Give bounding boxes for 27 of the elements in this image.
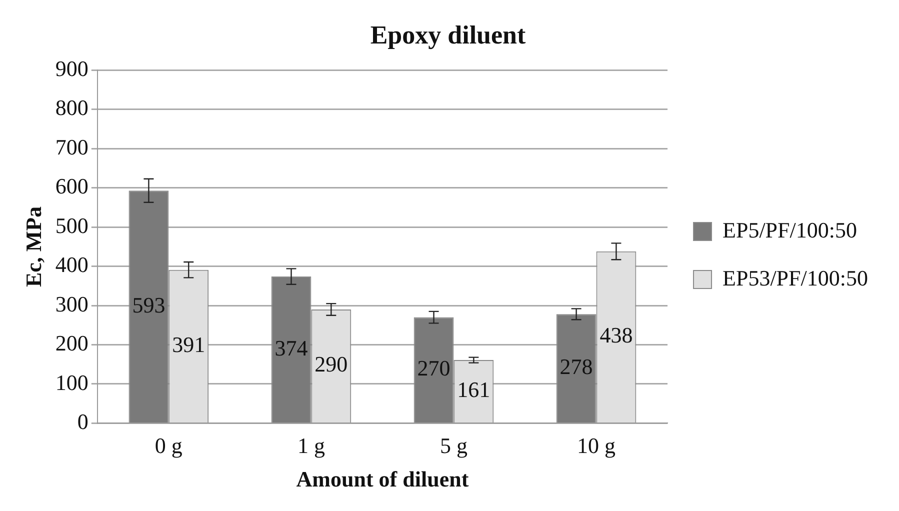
data-label: 290 [314, 352, 348, 377]
x-tick-label: 10 g [577, 433, 616, 458]
data-label: 161 [457, 377, 490, 402]
y-tick-label: 300 [55, 291, 88, 316]
y-tick-label: 600 [55, 174, 88, 199]
data-label: 391 [172, 332, 206, 357]
y-tick-label: 200 [55, 330, 88, 356]
data-label: 374 [274, 335, 308, 360]
x-tick-label: 1 g [297, 433, 325, 458]
x-tick-label: 5 g [440, 433, 468, 458]
x-axis-title: Amount of diluent [296, 466, 470, 492]
y-tick-label: 500 [55, 212, 88, 238]
y-tick-label: 900 [55, 56, 88, 81]
legend-label: EP5/PF/100:50 [722, 217, 858, 242]
legend-label: EP53/PF/100:50 [722, 265, 868, 290]
data-label: 438 [600, 322, 633, 348]
y-tick-label: 100 [55, 370, 88, 395]
chart-title: Epoxy diluent [370, 20, 526, 50]
y-tick-label: 400 [55, 252, 88, 278]
data-label: 278 [560, 354, 593, 380]
y-tick-label: 800 [55, 95, 88, 120]
x-tick-label: 0 g [154, 433, 182, 458]
y-tick-label: 700 [55, 134, 88, 160]
data-label: 270 [417, 356, 450, 381]
data-label: 593 [132, 292, 166, 318]
y-tick-label: 0 [77, 408, 88, 434]
y-axis-title: Ec, MPa [20, 206, 46, 288]
